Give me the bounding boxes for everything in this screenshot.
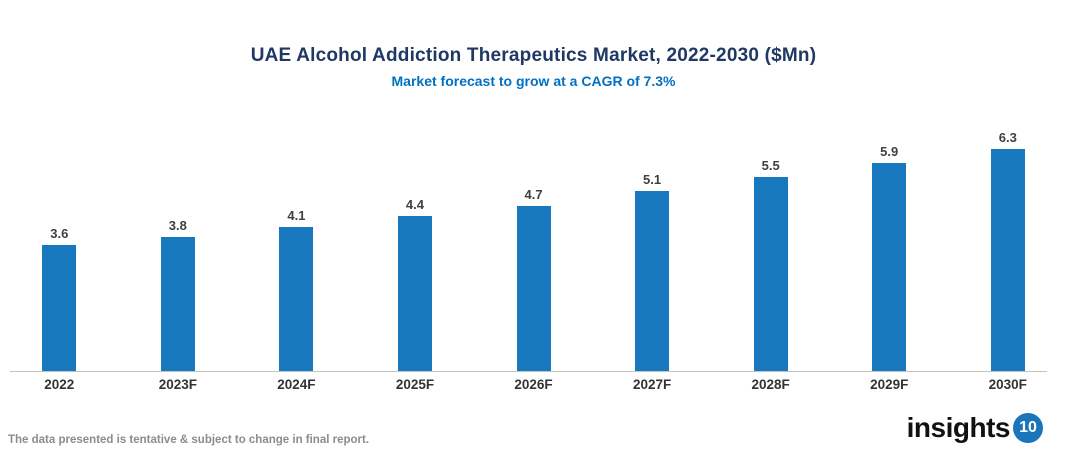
- bar-2030F: [990, 149, 1025, 372]
- x-axis-label-2022: 2022: [44, 377, 75, 392]
- logo-wordmark: insights: [906, 412, 1011, 443]
- bar-2027F: [635, 191, 670, 372]
- x-axis-label-2026F: 2026F: [514, 377, 553, 392]
- bar-value-label: 5.9: [880, 144, 899, 159]
- chart-subtitle: Market forecast to grow at a CAGR of 7.3…: [391, 73, 676, 89]
- bar-2024F: [279, 227, 314, 372]
- bar-2028F: [753, 177, 788, 372]
- bar-2022: [42, 245, 77, 372]
- bar-column-2025F: 4.4: [356, 197, 475, 372]
- x-axis-label-2030F: 2030F: [988, 377, 1027, 392]
- x-axis-label-2023F: 2023F: [158, 377, 197, 392]
- x-axis-label-2024F: 2024F: [277, 377, 316, 392]
- bar-value-label: 5.5: [761, 158, 780, 173]
- chart-title: UAE Alcohol Addiction Therapeutics Marke…: [250, 45, 817, 66]
- bar-value-label: 5.1: [643, 172, 662, 187]
- bar-value-label: 4.1: [287, 208, 306, 223]
- disclaimer-text: The data presented is tentative & subjec…: [8, 434, 370, 446]
- bar-column-2024F: 4.1: [237, 208, 356, 372]
- bar-value-label: 3.6: [50, 226, 69, 241]
- x-axis-label-2027F: 2027F: [632, 377, 672, 392]
- bar-value-label: 4.7: [524, 187, 543, 202]
- x-axis-labels: 2022 2023F 2024F 2025F 2026F 2027F 2028F 2029F 2…: [0, 377, 1067, 392]
- bar-column-2022: 3.6: [0, 226, 119, 372]
- bar-column-2028F: 5.5: [711, 158, 830, 372]
- bar-column-2023F: 3.8: [119, 218, 238, 372]
- x-axis-label-2025F: 2025F: [395, 377, 435, 392]
- bar-2026F: [516, 206, 551, 372]
- bar-2029F: [872, 163, 907, 372]
- logo-circle-badge: 10: [1013, 413, 1043, 443]
- x-axis-label-2028F: 2028F: [751, 377, 790, 392]
- insights10-logo: insights 10: [907, 412, 1043, 444]
- bar-column-2029F: 5.9: [830, 144, 949, 372]
- bar-value-label: 3.8: [168, 218, 187, 233]
- bar-2025F: [397, 216, 432, 372]
- bar-value-label: 4.4: [405, 197, 424, 212]
- bar-column-2027F: 5.1: [593, 172, 712, 372]
- bar-value-label: 6.3: [998, 130, 1017, 145]
- bar-2023F: [160, 237, 195, 372]
- x-axis-label-2029F: 2029F: [870, 377, 909, 392]
- x-axis-line: [10, 371, 1047, 372]
- bar-chart-plot-area: 3.6 3.8 4.1 4.4 4.7 5.1 5.5 5.9 6.3: [0, 130, 1067, 372]
- bar-column-2026F: 4.7: [474, 187, 593, 372]
- bar-column-2030F: 6.3: [949, 130, 1067, 372]
- chart-header: UAE Alcohol Addiction Therapeutics Marke…: [0, 44, 1067, 90]
